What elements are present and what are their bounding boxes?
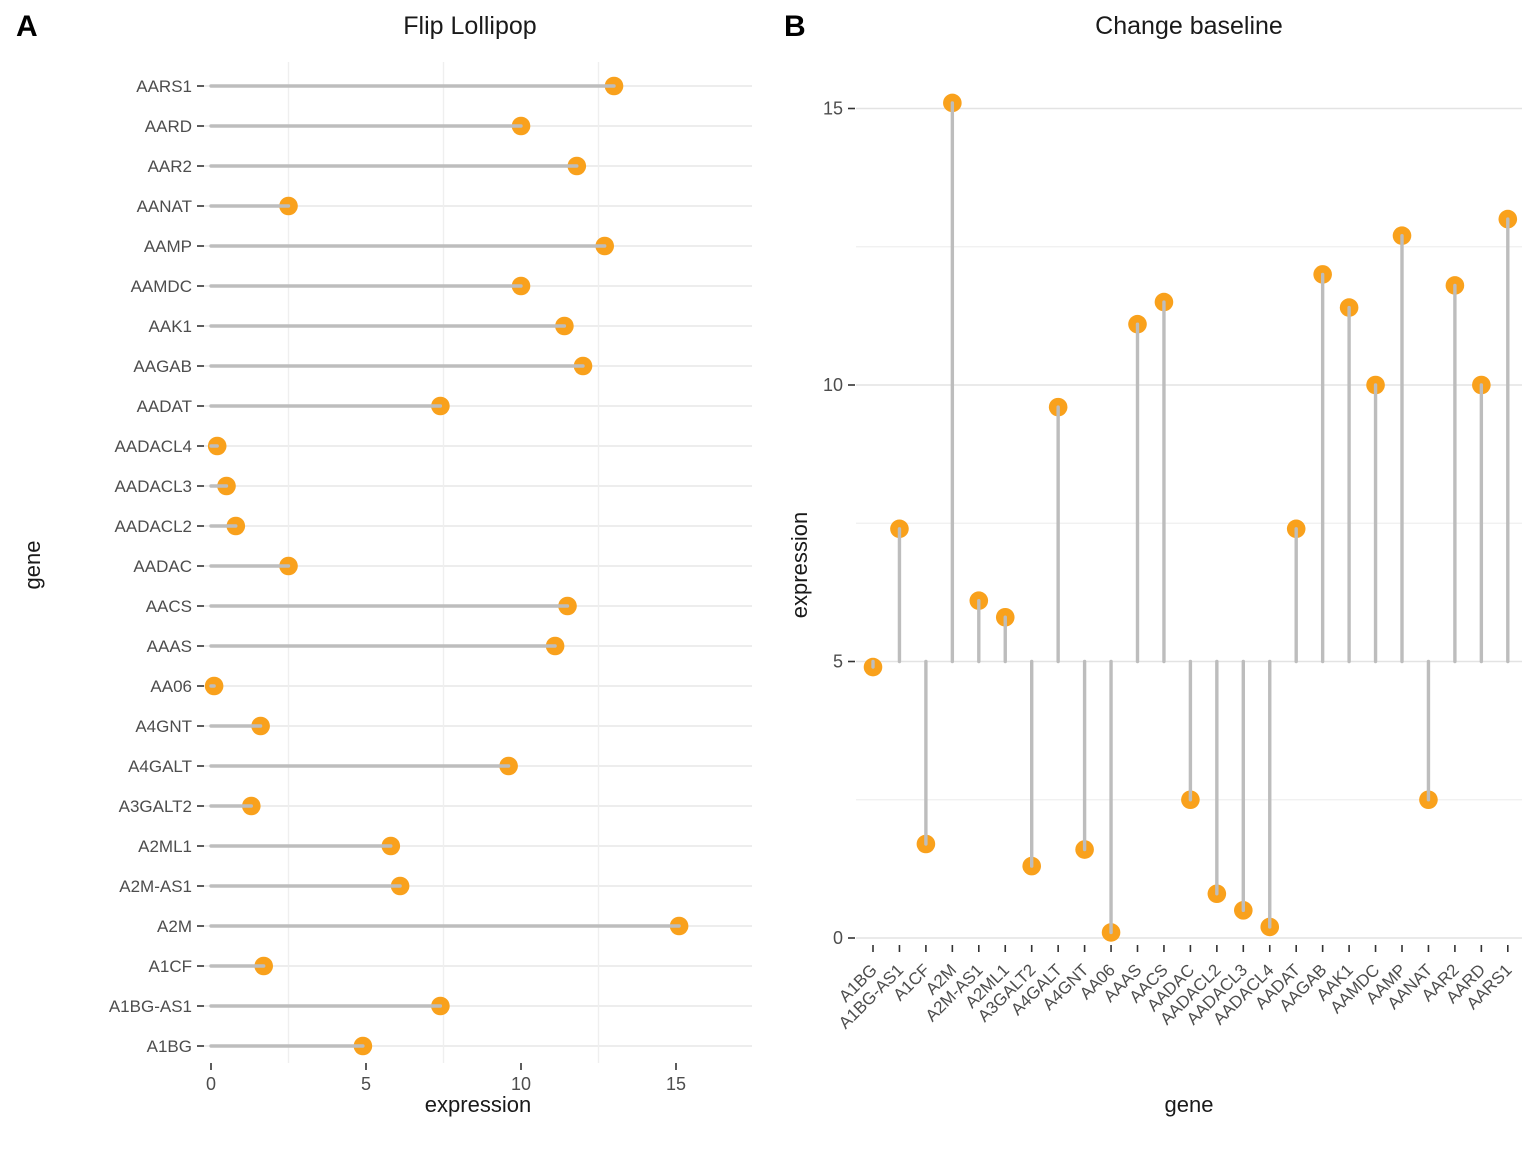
panel-a-gene-tick-label: A1BG-AS1: [109, 997, 192, 1016]
panel-b-tag: B: [784, 10, 806, 43]
panel-a-gene-tick-label: AAMDC: [131, 277, 192, 296]
panel-a-x-axis-title: expression: [424, 1092, 532, 1117]
panel-a-gene-tick-label: AADACL4: [115, 437, 192, 456]
panel-a-x-tick-label: 5: [361, 1074, 371, 1094]
panel-a-gene-tick-label: AADACL3: [115, 477, 192, 496]
panel-a-gene-tick-label: AAR2: [148, 157, 192, 176]
panel-a-gene-tick-label: AA06: [150, 677, 192, 696]
panel-a-title: Flip Lollipop: [403, 12, 537, 40]
panel-a-gene-tick-label: AADAC: [133, 557, 192, 576]
panel-a-gene-tick-label: AAMP: [144, 237, 192, 256]
panel-a-gene-tick-label: AANAT: [137, 197, 192, 216]
panel-a-gene-tick-label: AADAT: [137, 397, 192, 416]
panel-a-gene-tick-label: A1CF: [149, 957, 192, 976]
panel-a-gene-tick-label: A4GALT: [128, 757, 192, 776]
panel-a-x-tick-label: 0: [206, 1074, 216, 1094]
panel-b-title: Change baseline: [1095, 12, 1283, 40]
panel-a-gene-tick-label: AACS: [146, 597, 192, 616]
panel-b-x-axis-title: gene: [1164, 1092, 1214, 1117]
panel-a-x-tick-label: 10: [511, 1074, 531, 1094]
panel-a-gene-tick-label: AARS1: [136, 77, 192, 96]
panel-a-gene-tick-label: AAGAB: [133, 357, 192, 376]
panel-b-y-tick-label: 5: [833, 652, 843, 672]
panel-a-gene-tick-label: A2ML1: [138, 837, 192, 856]
panel-a-gene-tick-label: A2M: [157, 917, 192, 936]
panel-a-gene-tick-label: A3GALT2: [119, 797, 192, 816]
panel-a-gene-tick-label: A2M-AS1: [119, 877, 192, 896]
panel-a-gene-tick-label: AARD: [145, 117, 192, 136]
panel-a-gene-tick-label: A4GNT: [135, 717, 192, 736]
panel-b-y-tick-label: 15: [823, 99, 843, 119]
panel-b-y-tick-label: 0: [833, 928, 843, 948]
panel-a-tag: A: [16, 10, 38, 43]
panel-a-x-tick-label: 15: [666, 1074, 686, 1094]
panel-a-gene-tick-label: AAAS: [147, 637, 192, 656]
panel-a-gene-tick-label: AADACL2: [115, 517, 192, 536]
panel-a-gene-tick-label: A1BG: [147, 1037, 192, 1056]
panel-a-gene-tick-label: AAK1: [149, 317, 192, 336]
panel-b-y-tick-label: 10: [823, 375, 843, 395]
